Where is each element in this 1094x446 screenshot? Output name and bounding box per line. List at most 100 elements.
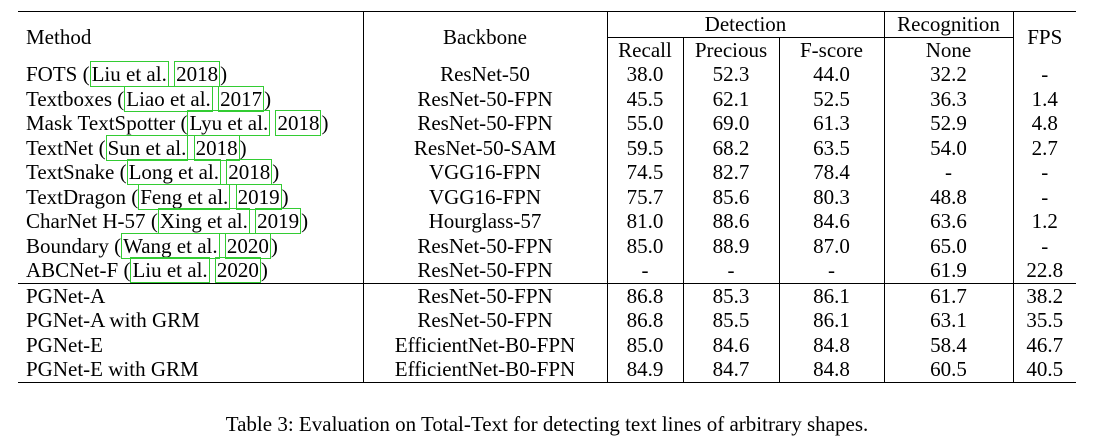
fps-cell: 4.8	[1031, 111, 1058, 135]
table-row: TextSnake (Long et al. 2018) VGG16-FPN 74.…	[18, 159, 1076, 185]
none-cell: -	[884, 160, 1014, 185]
fscore-cell: 44.0	[779, 62, 885, 87]
table-row: PGNet-A ResNet-50-FPN 86.8 85.3 86.1 61.7 38.2	[18, 282, 1076, 308]
header-fscore: F-score	[779, 36, 885, 62]
fscore-cell: -	[779, 258, 885, 283]
citation-year-link[interactable]: 2019	[235, 183, 282, 210]
citation-year-link[interactable]: 2017	[218, 85, 265, 112]
citation-author-link[interactable]: Lyu et al.	[187, 110, 271, 136]
fscore-cell: 84.8	[779, 332, 885, 357]
table-row: Boundary (Wang et al. 2020) ResNet-50-FPN…	[18, 232, 1076, 259]
method-name: Boundary	[26, 233, 109, 258]
header-backbone: Backbone	[363, 11, 608, 62]
method-name: PGNet-A	[26, 283, 106, 308]
method-cell: Boundary (Wang et al. 2020)	[18, 232, 364, 259]
table-row: Mask TextSpotter (Lyu et al. 2018) ResNet…	[18, 110, 1076, 136]
header-detection: Detection	[607, 11, 885, 37]
recall-cell: 38.0	[607, 62, 684, 87]
none-cell: 32.2	[884, 62, 1014, 87]
method-name: PGNet-A with GRM	[26, 308, 200, 332]
recall-cell: 55.0	[607, 111, 684, 136]
backbone-cell: VGG16-FPN	[363, 160, 608, 185]
method-cell: TextNet (Sun et al. 2018)	[18, 134, 364, 161]
header-row-2: Recall Precious F-score None	[18, 36, 1076, 62]
method-name: FOTS	[26, 62, 78, 86]
table-row: TextNet (Sun et al. 2018) ResNet-50-SAM 59…	[18, 134, 1076, 161]
none-cell: 58.4	[884, 332, 1014, 357]
method-cell: ABCNet-F (Liu et al. 2020)	[18, 257, 364, 283]
method-cell: FOTS (Liu et al. 2018)	[18, 61, 364, 87]
method-name: PGNet-E with GRM	[26, 357, 199, 381]
header-recall: Recall	[607, 36, 684, 62]
citation-author-link[interactable]: Sun et al.	[105, 134, 189, 161]
backbone-cell: ResNet-50-FPN	[363, 282, 608, 308]
fps-cell: -	[1041, 160, 1049, 184]
recall-cell: 45.5	[607, 86, 684, 111]
recall-cell: 86.8	[607, 308, 684, 333]
method-cell: TextDragon (Feng et al. 2019)	[18, 183, 364, 210]
backbone-cell: EfficientNet-B0-FPN	[363, 332, 608, 357]
method-cell: PGNet-E	[18, 332, 364, 357]
citation-author-link[interactable]: Liao et al.	[124, 85, 213, 112]
precious-cell: 62.1	[683, 86, 780, 111]
precious-cell: 69.0	[683, 111, 780, 136]
citation-year-link[interactable]: 2018	[174, 61, 221, 87]
fscore-cell: 86.1	[779, 308, 885, 333]
table-row: TextDragon (Feng et al. 2019) VGG16-FPN 75…	[18, 183, 1076, 210]
precious-cell: 88.6	[683, 209, 780, 234]
citation-author-link[interactable]: Wang et al.	[121, 232, 220, 259]
none-cell: 61.9	[884, 258, 1014, 283]
table-row: CharNet H-57 (Xing et al. 2019) Hourglass…	[18, 208, 1076, 234]
citation-author-link[interactable]: Feng et al.	[138, 183, 231, 210]
none-cell: 52.9	[884, 111, 1014, 136]
citation-year-link[interactable]: 2018	[275, 110, 322, 136]
precious-cell: 88.9	[683, 233, 780, 258]
backbone-cell: Hourglass-57	[363, 209, 608, 234]
header-recognition: Recognition	[884, 11, 1014, 37]
citation-year-link[interactable]: 2020	[224, 232, 271, 259]
citation-author-link[interactable]: Liu et al.	[89, 61, 169, 87]
precious-cell: 52.3	[683, 62, 780, 87]
method-cell: PGNet-A with GRM	[18, 308, 364, 333]
precious-cell: 84.7	[683, 357, 780, 382]
method-name: TextSnake	[26, 160, 115, 184]
citation-author-link[interactable]: Liu et al.	[130, 257, 210, 283]
fps-cell: 1.2	[1031, 209, 1058, 233]
citation-year-link[interactable]: 2020	[214, 257, 261, 283]
table-caption: Table 3: Evaluation on Total-Text for de…	[225, 412, 869, 436]
table-row: Textboxes (Liao et al. 2017) ResNet-50-FP…	[18, 85, 1076, 112]
backbone-cell: ResNet-50-FPN	[363, 258, 608, 283]
citation-year-link[interactable]: 2018	[193, 134, 240, 161]
precious-cell: -	[683, 258, 780, 283]
precious-cell: 68.2	[683, 135, 780, 160]
fscore-cell: 80.3	[779, 184, 885, 209]
backbone-cell: ResNet-50-FPN	[363, 233, 608, 258]
method-cell: TextSnake (Long et al. 2018)	[18, 159, 364, 185]
backbone-cell: ResNet-50-FPN	[363, 86, 608, 111]
citation-author-link[interactable]: Xing et al.	[157, 208, 250, 234]
none-cell: 54.0	[884, 135, 1014, 160]
method-name: CharNet H-57	[26, 209, 146, 233]
table-row: PGNet-E with GRM EfficientNet-B0-FPN 84.9 8…	[18, 357, 1076, 382]
fscore-cell: 52.5	[779, 86, 885, 111]
none-cell: 63.6	[884, 209, 1014, 234]
fscore-cell: 61.3	[779, 111, 885, 136]
method-cell: Mask TextSpotter (Lyu et al. 2018)	[18, 110, 364, 136]
backbone-cell: EfficientNet-B0-FPN	[363, 357, 608, 382]
table-row: PGNet-A with GRM ResNet-50-FPN 86.8 85.5 86.…	[18, 308, 1076, 333]
citation-year-link[interactable]: 2019	[255, 208, 302, 234]
precious-cell: 85.6	[683, 184, 780, 209]
citation-year-link[interactable]: 2018	[226, 159, 273, 185]
header-precious: Precious	[683, 36, 780, 62]
fps-cell: 38.2	[1013, 282, 1076, 308]
table-row: PGNet-E EfficientNet-B0-FPN 85.0 84.6 84.8 58…	[18, 332, 1076, 357]
header-row-1: Method Backbone Detection Recognition FP…	[18, 11, 1076, 62]
backbone-cell: ResNet-50-FPN	[363, 308, 608, 333]
fps-cell: 40.5	[1026, 357, 1064, 381]
none-cell: 60.5	[884, 357, 1014, 382]
fscore-cell: 78.4	[779, 160, 885, 185]
citation-author-link[interactable]: Long et al.	[126, 159, 221, 185]
none-cell: 48.8	[884, 184, 1014, 209]
recall-cell: 81.0	[607, 209, 684, 234]
none-cell: 36.3	[884, 86, 1014, 111]
